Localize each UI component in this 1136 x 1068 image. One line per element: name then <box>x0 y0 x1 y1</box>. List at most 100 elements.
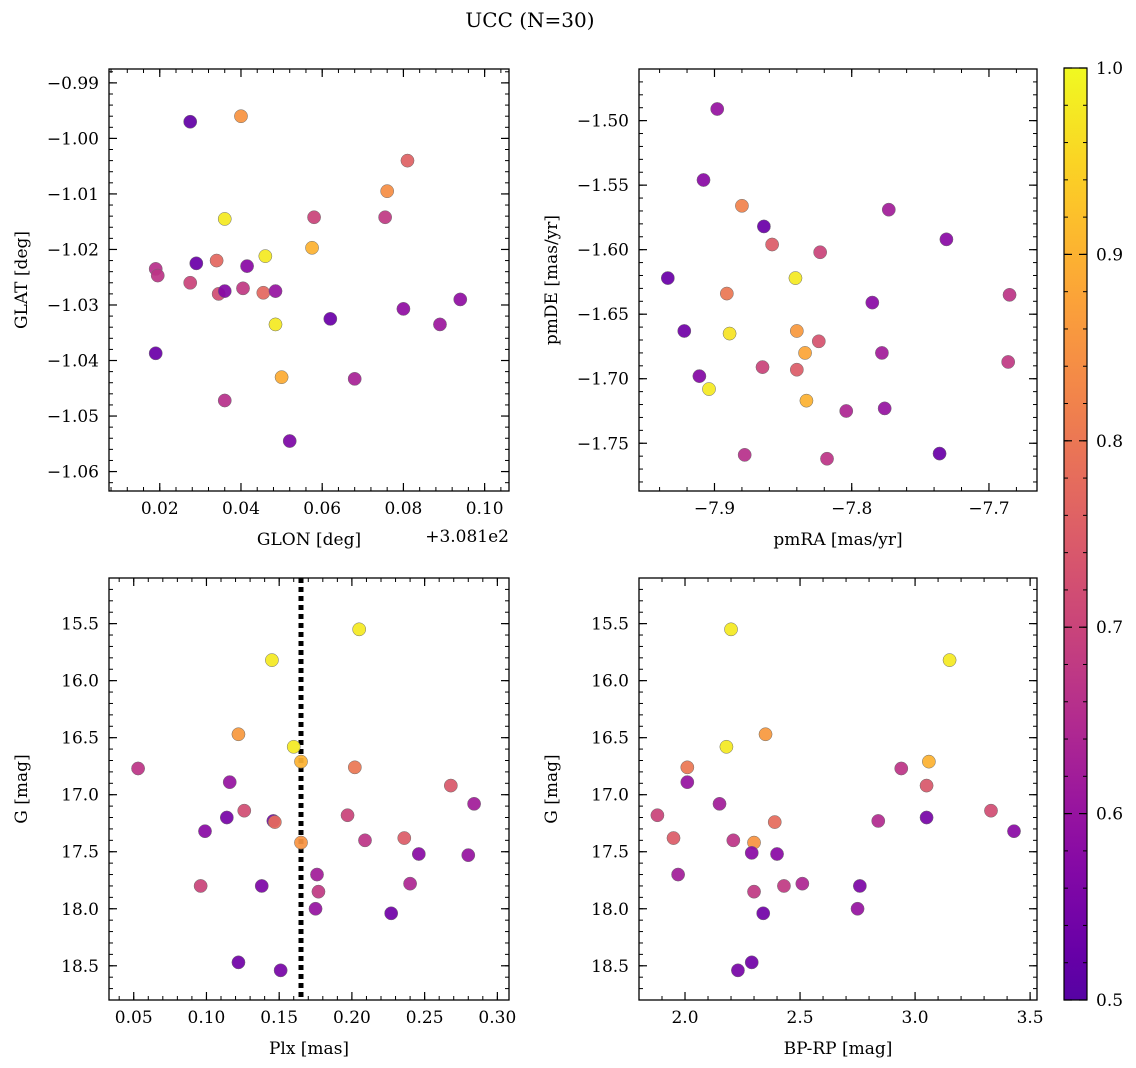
data-point <box>256 285 271 300</box>
data-point <box>712 796 727 811</box>
y-tick-label: 16.5 <box>61 729 99 749</box>
y-tick-label: 17.5 <box>591 843 629 863</box>
data-point <box>467 796 481 811</box>
data-point <box>148 346 163 361</box>
x-tick-label: 3.0 <box>902 1008 929 1028</box>
subplot-1: 0.02 0.04 0.06 0.08 0.10 −1.06 −1.05 −1.04 −1.03… <box>12 68 510 550</box>
x-axis-label: GLON [deg] <box>257 530 361 550</box>
data-point <box>307 210 321 225</box>
x-tick-label: −7.8 <box>831 499 872 519</box>
colorbar-tick-label: 0.9 <box>1096 245 1123 265</box>
data-point <box>744 846 759 860</box>
data-point <box>747 884 761 899</box>
colorbar: 0.5 0.6 0.7 0.8 0.9 1.0 <box>1063 59 1123 1011</box>
figure-title: UCC (N=30) <box>465 8 594 32</box>
data-point <box>219 810 234 825</box>
data-point <box>217 284 232 298</box>
data-point <box>877 401 892 416</box>
data-point <box>894 761 909 776</box>
data-point <box>850 901 865 916</box>
data-point <box>777 879 791 893</box>
data-point <box>258 249 273 263</box>
data-point <box>323 312 338 326</box>
x-tick-label: 0.06 <box>303 499 341 519</box>
data-point <box>660 271 675 285</box>
data-point <box>726 833 741 848</box>
x-tick-label: 0.10 <box>188 1008 226 1028</box>
data-point <box>865 295 880 310</box>
data-point <box>719 739 734 754</box>
data-point <box>789 362 804 377</box>
y-tick-label: 18.5 <box>61 957 99 977</box>
data-point <box>735 198 749 213</box>
data-point <box>352 622 367 637</box>
data-point <box>268 317 283 332</box>
data-point <box>731 963 745 978</box>
x-tick-label: 0.08 <box>384 499 422 519</box>
subplot-3: 0.05 0.10 0.15 0.20 0.25 0.30 15.5 16.0 16.5 17.0… <box>12 577 516 1059</box>
data-point <box>932 446 947 461</box>
data-point <box>680 775 695 790</box>
scatter-points <box>660 102 1017 466</box>
data-point <box>286 739 301 754</box>
data-point <box>347 760 362 775</box>
data-point <box>305 240 319 255</box>
y-tick-label: −1.03 <box>47 296 99 316</box>
data-point <box>702 382 716 396</box>
x-tick-label: 0.02 <box>141 499 179 519</box>
data-point <box>268 284 283 298</box>
data-point <box>236 281 250 296</box>
data-point <box>813 245 828 260</box>
data-point <box>400 153 415 168</box>
data-point <box>1001 355 1016 369</box>
data-point <box>183 114 198 129</box>
x-tick-label: −7.7 <box>968 499 1009 519</box>
data-point <box>671 867 685 882</box>
data-point <box>294 754 308 769</box>
data-point <box>294 835 308 850</box>
data-point <box>1002 287 1017 302</box>
y-tick-label: 17.5 <box>61 843 99 863</box>
data-point <box>397 831 412 845</box>
y-tick-label: 18.0 <box>591 900 629 920</box>
data-point <box>396 302 411 316</box>
data-point <box>150 268 165 283</box>
x-axis-label: BP-RP [mag] <box>784 1039 893 1059</box>
data-point <box>788 271 803 285</box>
data-point <box>696 173 711 187</box>
data-point <box>919 778 934 793</box>
data-point <box>217 393 232 408</box>
data-point <box>461 848 476 863</box>
y-tick-label: −1.65 <box>577 305 629 325</box>
data-point <box>758 727 773 742</box>
x-tick-label: 0.05 <box>115 1008 153 1028</box>
data-point <box>267 815 282 829</box>
y-tick-label: 15.5 <box>61 615 99 635</box>
y-tick-label: −1.04 <box>47 352 99 372</box>
colorbar-tick-label: 0.8 <box>1096 432 1123 452</box>
data-point <box>222 775 237 790</box>
data-point <box>198 824 212 839</box>
scatter-points <box>650 622 1021 978</box>
y-tick-label: 16.5 <box>591 729 629 749</box>
axes-frame <box>638 68 1038 492</box>
y-tick-label: −1.50 <box>577 112 629 132</box>
subplot-4: 2.0 2.5 3.0 3.5 15.5 16.0 16.5 17.0 17.5 18.0 18.5… <box>542 577 1044 1059</box>
colorbar-tick-label: 0.5 <box>1096 991 1123 1011</box>
y-tick-label: 15.5 <box>591 615 629 635</box>
x-tick-label: 2.5 <box>787 1008 814 1028</box>
y-axis-label: G [mag] <box>542 754 562 823</box>
data-point <box>273 963 288 978</box>
data-point <box>770 847 784 861</box>
data-point <box>340 808 355 823</box>
data-point <box>183 275 198 290</box>
subplot-grid: 0.02 0.04 0.06 0.08 0.10 −1.06 −1.05 −1.04 −1.03… <box>12 68 1044 1059</box>
scatter-points <box>148 109 468 448</box>
x-tick-label: 2.0 <box>671 1008 698 1028</box>
data-point <box>744 955 759 970</box>
data-point <box>310 867 324 882</box>
data-point <box>942 653 957 667</box>
data-point <box>308 901 323 916</box>
data-point <box>755 360 770 374</box>
data-point <box>234 109 248 124</box>
